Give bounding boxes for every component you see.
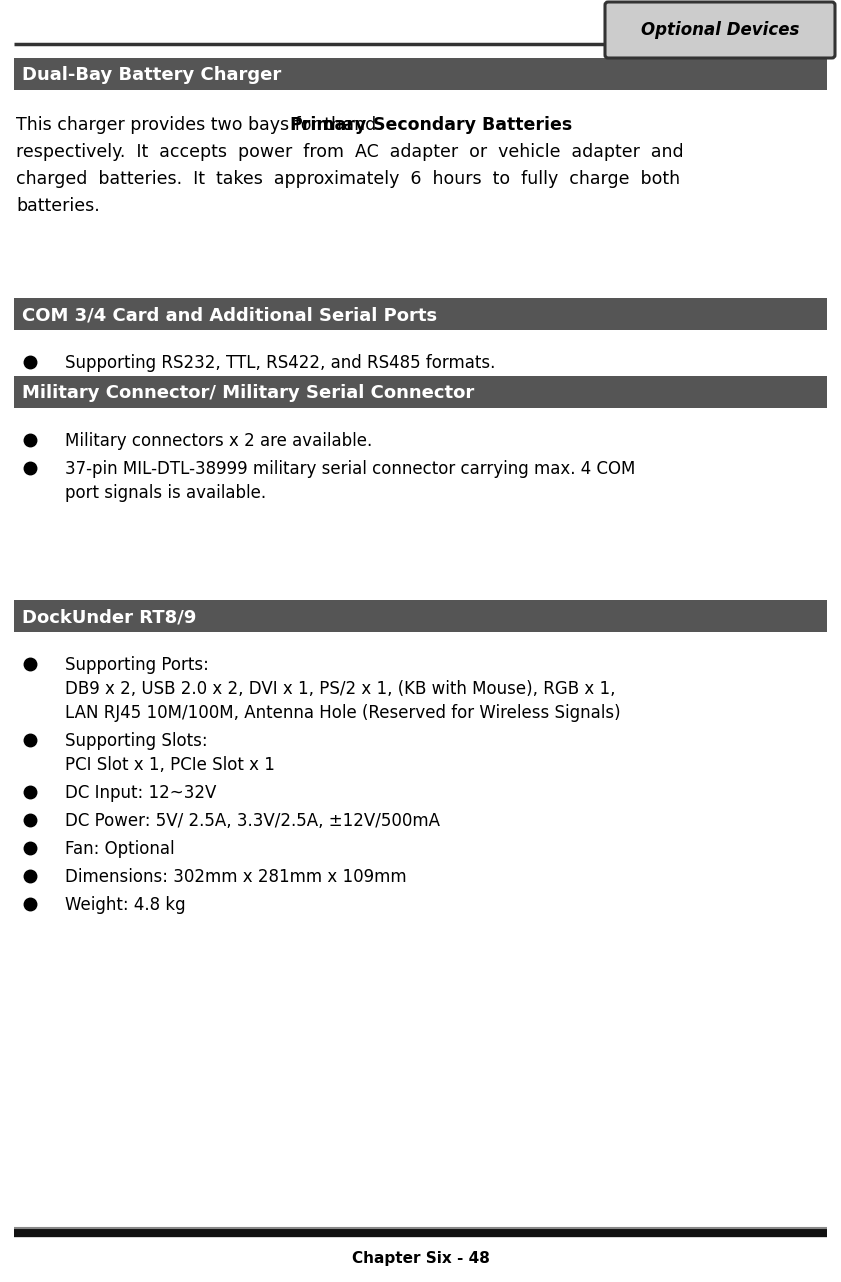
Text: DC Input: 12~32V: DC Input: 12~32V (65, 785, 216, 803)
Text: Supporting Slots:: Supporting Slots: (65, 732, 208, 750)
FancyBboxPatch shape (605, 3, 835, 58)
Text: charged  batteries.  It  takes  approximately  6  hours  to  fully  charge  both: charged batteries. It takes approximatel… (16, 171, 680, 188)
Text: Secondary Batteries: Secondary Batteries (373, 115, 572, 135)
Text: Optional Devices: Optional Devices (641, 21, 799, 38)
Text: This charger provides two bays for the: This charger provides two bays for the (16, 115, 358, 135)
Text: COM 3/4 Card and Additional Serial Ports: COM 3/4 Card and Additional Serial Ports (22, 306, 437, 324)
Text: 37-pin MIL-DTL-38999 military serial connector carrying max. 4 COM: 37-pin MIL-DTL-38999 military serial con… (65, 460, 635, 478)
Text: Military Connector/ Military Serial Connector: Military Connector/ Military Serial Conn… (22, 385, 474, 403)
Text: Dimensions: 302mm x 281mm x 109mm: Dimensions: 302mm x 281mm x 109mm (65, 868, 407, 886)
Text: DB9 x 2, USB 2.0 x 2, DVI x 1, PS/2 x 1, (KB with Mouse), RGB x 1,: DB9 x 2, USB 2.0 x 2, DVI x 1, PS/2 x 1,… (65, 679, 616, 697)
Text: Supporting Ports:: Supporting Ports: (65, 656, 209, 674)
Text: Weight: 4.8 kg: Weight: 4.8 kg (65, 896, 186, 914)
Text: Fan: Optional: Fan: Optional (65, 840, 175, 858)
Text: batteries.: batteries. (16, 197, 100, 215)
Text: LAN RJ45 10M/100M, Antenna Hole (Reserved for Wireless Signals): LAN RJ45 10M/100M, Antenna Hole (Reserve… (65, 704, 621, 722)
Text: Primary: Primary (289, 115, 366, 135)
Text: port signals is available.: port signals is available. (65, 485, 266, 503)
Bar (14, 58, 827, 90)
Text: DockUnder RT8/9: DockUnder RT8/9 (22, 608, 197, 626)
Text: PCI Slot x 1, PCIe Slot x 1: PCI Slot x 1, PCIe Slot x 1 (65, 756, 275, 774)
Text: Chapter Six - 48: Chapter Six - 48 (352, 1250, 489, 1265)
Bar (14, 600, 827, 632)
Bar (14, 376, 827, 408)
Text: and: and (338, 115, 382, 135)
Text: DC Power: 5V/ 2.5A, 3.3V/2.5A, ±12V/500mA: DC Power: 5V/ 2.5A, 3.3V/2.5A, ±12V/500m… (65, 812, 440, 829)
Bar (14, 297, 827, 329)
Text: Dual-Bay Battery Charger: Dual-Bay Battery Charger (22, 65, 281, 85)
Text: Military connectors x 2 are available.: Military connectors x 2 are available. (65, 432, 373, 450)
Text: Supporting RS232, TTL, RS422, and RS485 formats.: Supporting RS232, TTL, RS422, and RS485 … (65, 354, 495, 372)
Text: respectively.  It  accepts  power  from  AC  adapter  or  vehicle  adapter  and: respectively. It accepts power from AC a… (16, 144, 684, 162)
